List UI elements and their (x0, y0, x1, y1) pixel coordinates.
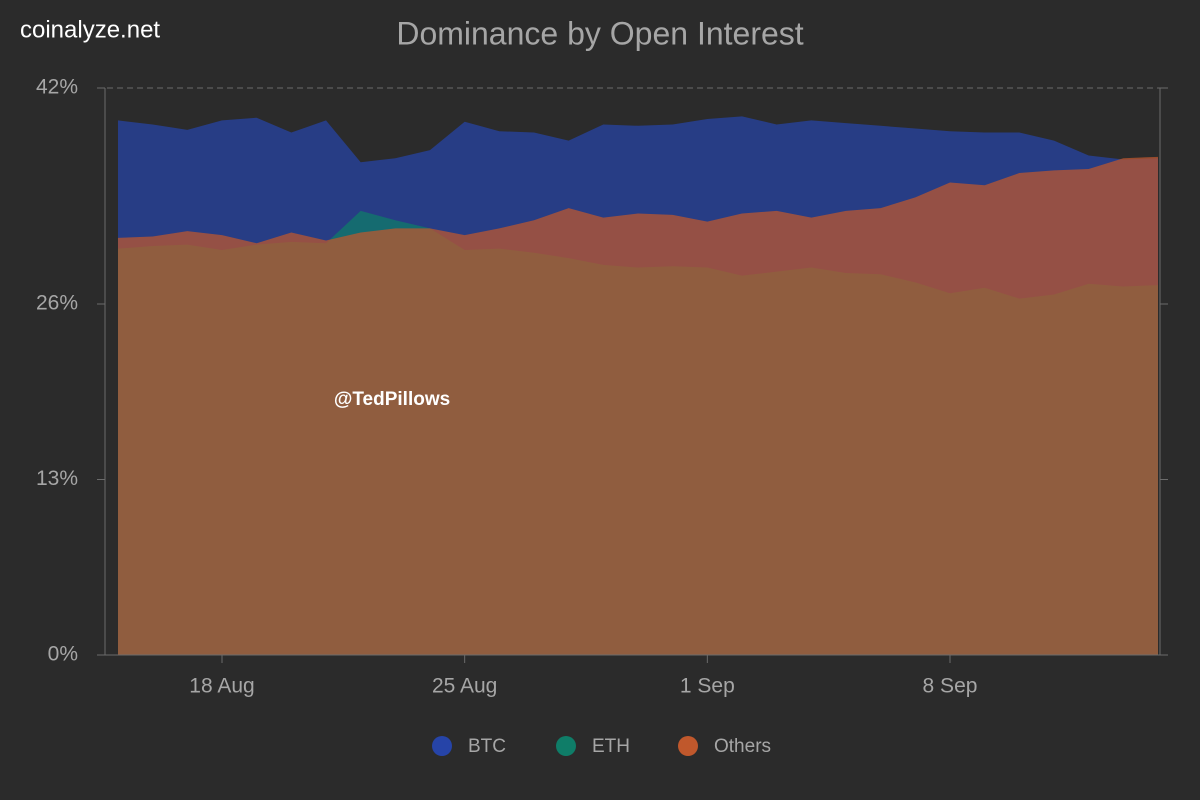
x-tick-label: 18 Aug (189, 675, 254, 698)
y-tick-label: 0% (48, 643, 78, 666)
area (118, 156, 1158, 655)
x-tick-label: 8 Sep (923, 675, 978, 698)
legend-marker (678, 736, 698, 756)
watermark: @TedPillows (334, 389, 450, 410)
x-tick-label: 1 Sep (680, 675, 735, 698)
x-tick-label: 25 Aug (432, 675, 497, 698)
legend-label: Others (714, 736, 771, 757)
y-tick-label: 42% (36, 76, 78, 99)
plot (118, 116, 1158, 656)
legend-label: BTC (468, 736, 506, 757)
legend-label: ETH (592, 736, 630, 757)
y-tick-label: 26% (36, 292, 78, 315)
brand: coinalyze.net (20, 16, 160, 43)
y-tick-label: 13% (36, 467, 78, 490)
chart-title: Dominance by Open Interest (396, 15, 803, 51)
legend-marker (556, 736, 576, 756)
legend-marker (432, 736, 452, 756)
